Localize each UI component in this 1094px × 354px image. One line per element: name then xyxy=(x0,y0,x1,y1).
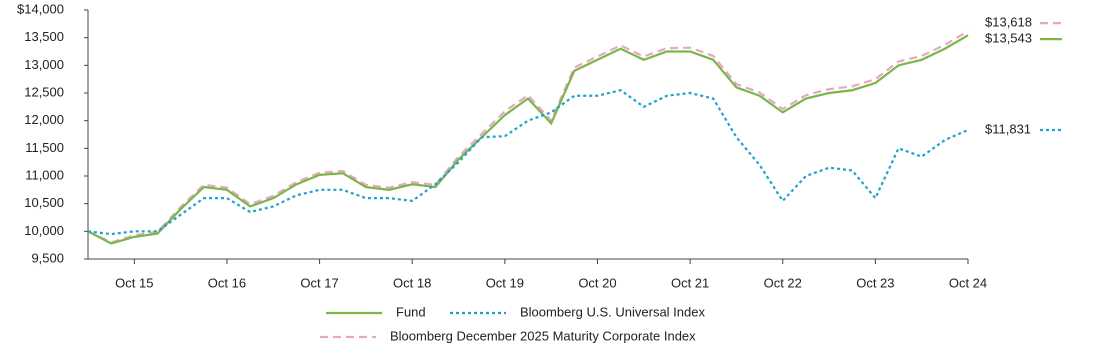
y-tick-label: 13,500 xyxy=(24,29,64,44)
end-label: $11,831 xyxy=(985,121,1031,136)
x-tick-label: Oct 24 xyxy=(949,275,987,290)
y-tick-label: 10,500 xyxy=(24,195,64,210)
x-tick-label: Oct 16 xyxy=(208,275,246,290)
x-tick-label: Oct 22 xyxy=(764,275,802,290)
x-tick-label: Oct 15 xyxy=(115,275,153,290)
y-tick-label: 12,000 xyxy=(24,112,64,127)
x-tick-label: Oct 18 xyxy=(393,275,431,290)
x-tick-label: Oct 17 xyxy=(300,275,338,290)
y-tick-label: 13,000 xyxy=(24,57,64,72)
y-tick-label: 9,500 xyxy=(31,250,64,265)
legend-label: Bloomberg U.S. Universal Index xyxy=(520,304,705,319)
x-tick-label: Oct 21 xyxy=(671,275,709,290)
y-tick-label: 11,000 xyxy=(25,167,64,182)
series-line xyxy=(87,30,969,244)
y-tick-label: 10,000 xyxy=(24,223,64,238)
x-tick-label: Oct 23 xyxy=(856,275,894,290)
legend-label: Fund xyxy=(396,304,426,319)
x-tick-label: Oct 19 xyxy=(486,275,524,290)
legend-label: Bloomberg December 2025 Maturity Corpora… xyxy=(390,328,696,343)
y-tick-label: 12,500 xyxy=(24,84,64,99)
end-label: $13,618 xyxy=(985,15,1032,30)
x-tick-label: Oct 20 xyxy=(578,275,616,290)
series-line xyxy=(87,34,969,245)
end-label: $13,543 xyxy=(985,31,1032,46)
y-tick-label: 11,500 xyxy=(25,140,64,155)
series-line xyxy=(87,89,969,236)
y-tick-label: $14,000 xyxy=(17,1,64,16)
